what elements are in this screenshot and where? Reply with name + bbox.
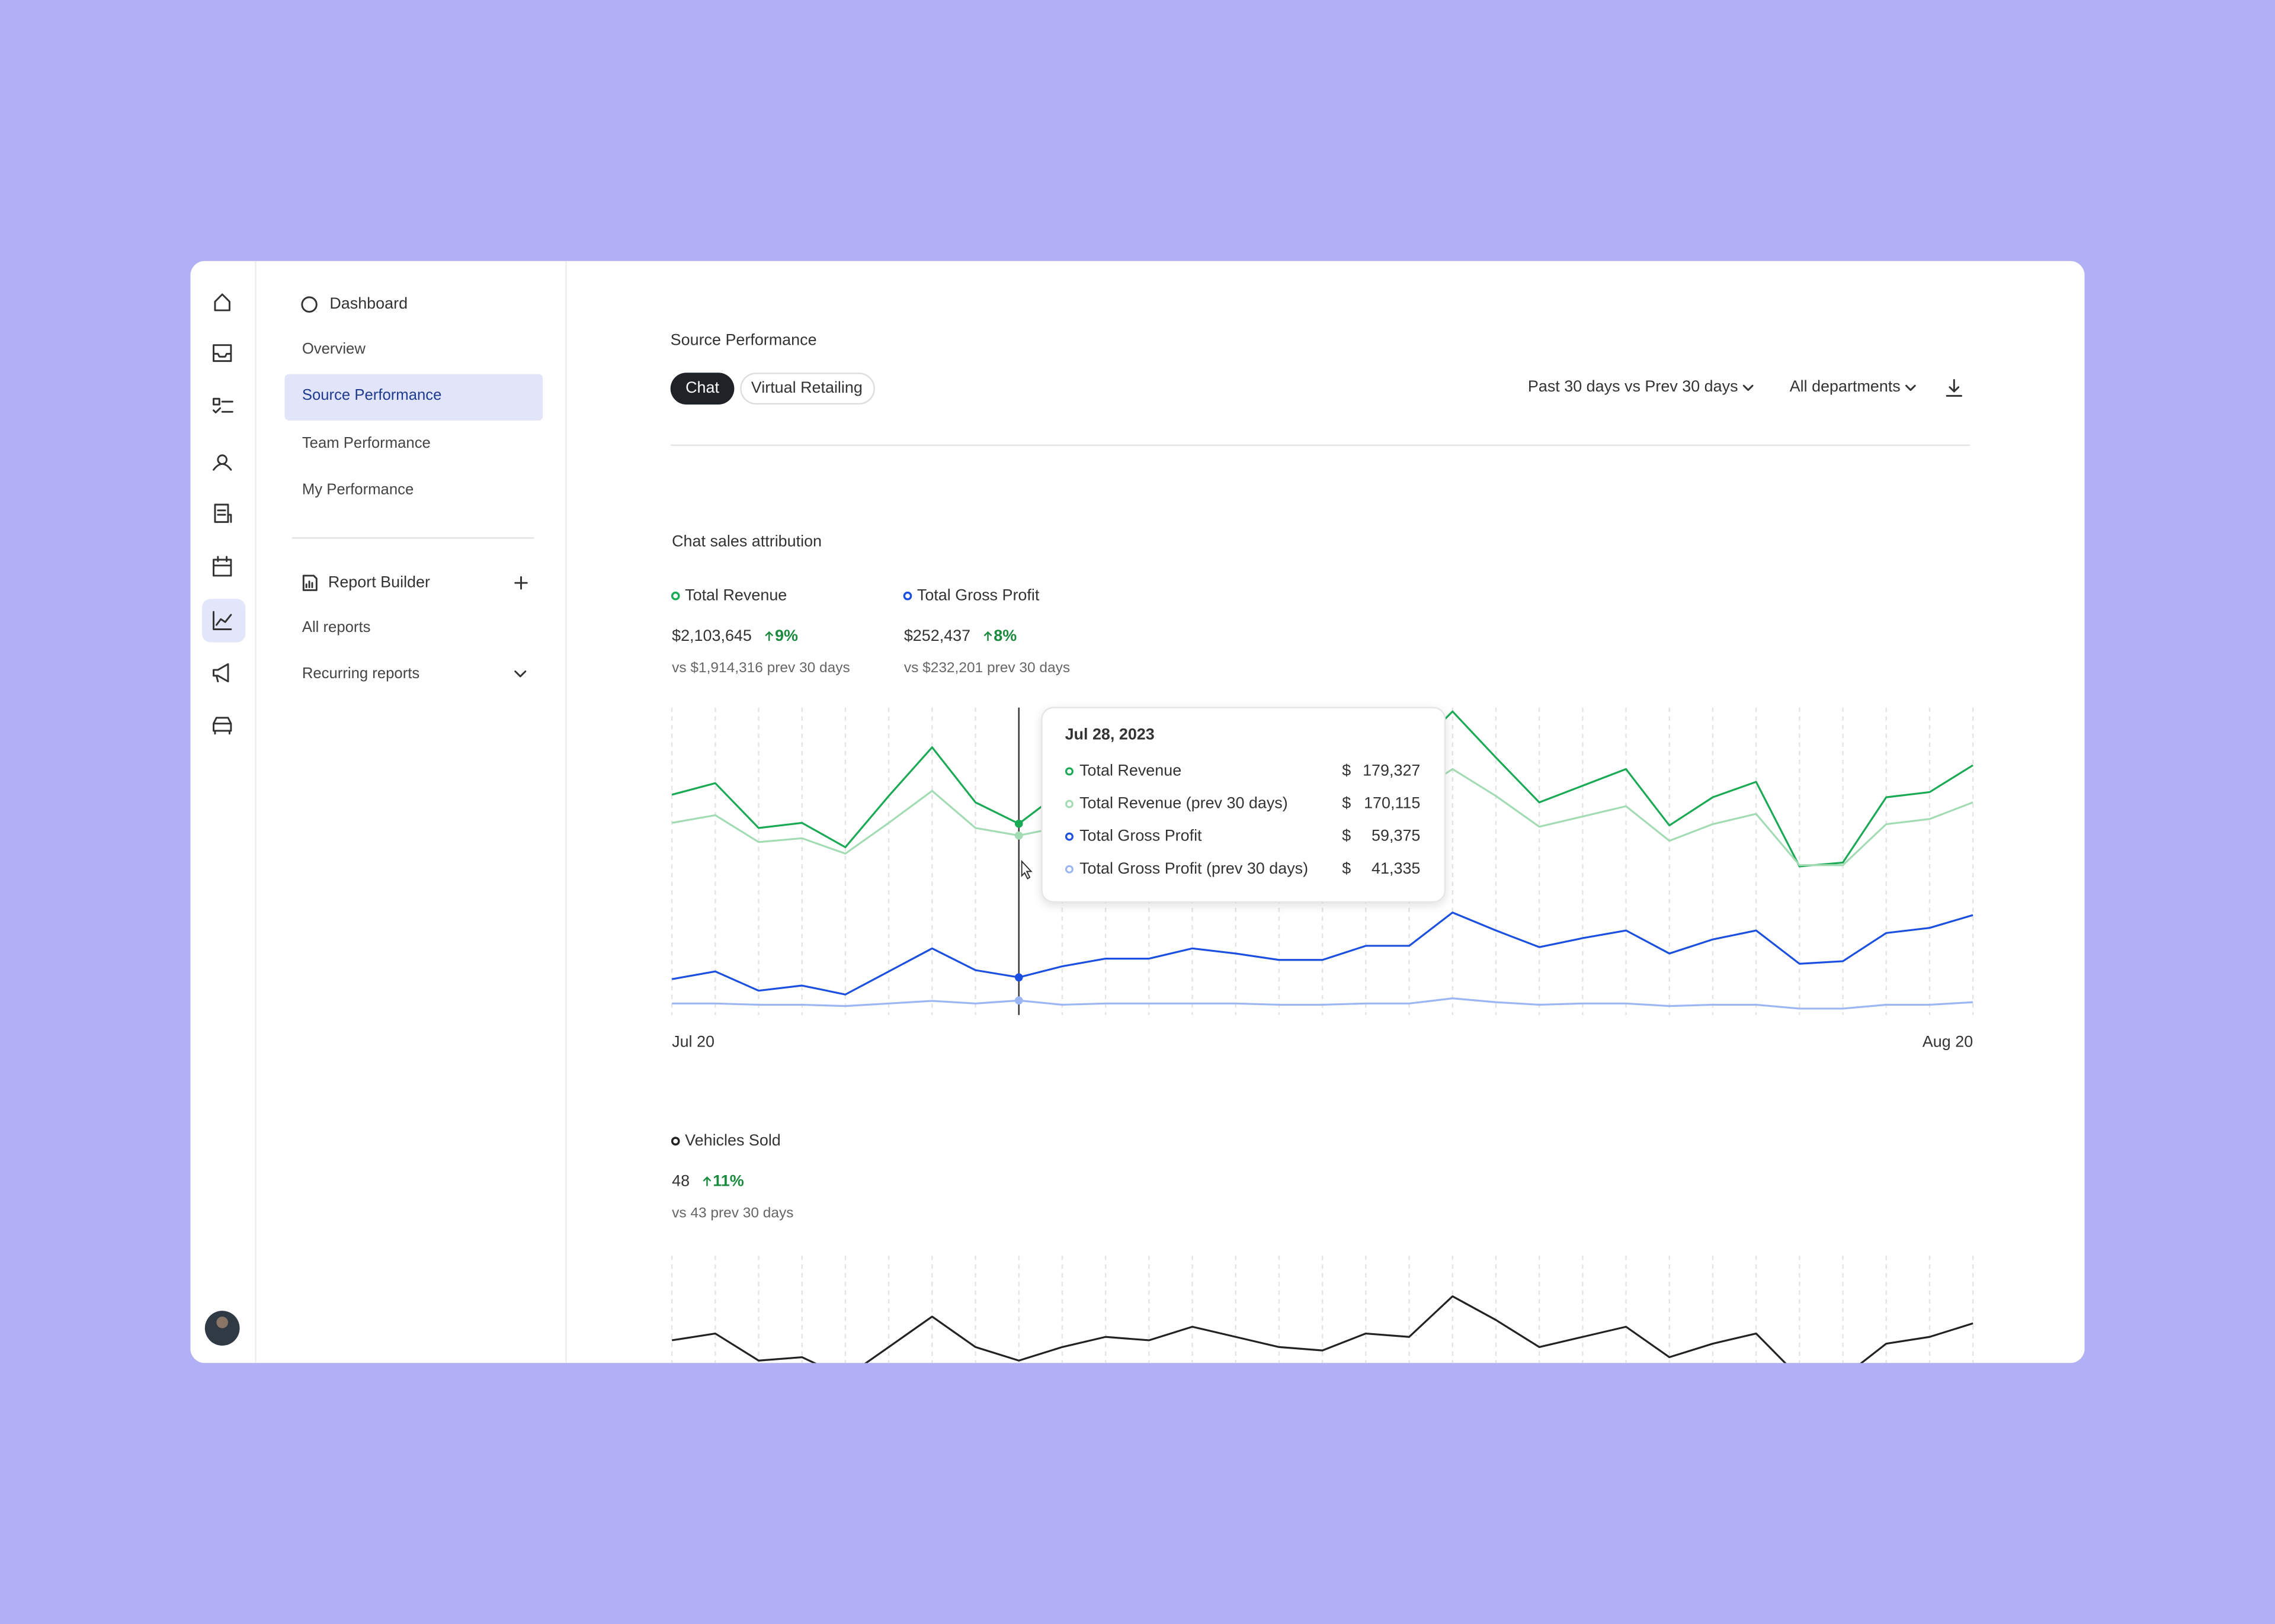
nav-item[interactable]: My Performance — [302, 481, 414, 498]
tasks-icon[interactable] — [213, 397, 233, 413]
contacts-icon[interactable] — [213, 454, 232, 471]
active-nav-bg — [284, 374, 543, 421]
tooltip-currency: $ — [1342, 859, 1351, 877]
cursor — [1021, 859, 1033, 880]
nav-heading[interactable]: Dashboard — [329, 294, 408, 312]
tooltip-marker — [1065, 767, 1074, 776]
tab[interactable] — [740, 373, 875, 405]
hover-point — [1014, 973, 1023, 982]
campaign-icon[interactable] — [213, 663, 229, 683]
legend-marker — [903, 591, 912, 601]
x-tick-label: Jul 20 — [672, 1032, 714, 1050]
tab-label: Virtual Retailing — [751, 378, 863, 396]
report-builder-icon — [302, 575, 318, 591]
app-window: Dashboard Overview Source Performance Te… — [190, 261, 2085, 1363]
change-arrow — [703, 1176, 712, 1186]
legend-marker — [671, 591, 680, 601]
tooltip-date: Jul 28, 2023 — [1065, 725, 1155, 743]
metric-comparison: vs 43 prev 30 days — [672, 1205, 793, 1221]
series-line — [671, 912, 1973, 996]
metric-comparison: vs $1,914,316 prev 30 days — [672, 660, 850, 676]
x-tick-label: Aug 20 — [1922, 1032, 1973, 1050]
change-arrow — [983, 631, 992, 641]
nav-item[interactable]: Team Performance — [302, 435, 431, 451]
home-icon[interactable] — [214, 293, 230, 312]
download-button[interactable] — [1946, 378, 1963, 397]
nav-item[interactable]: Recurring reports — [302, 665, 419, 682]
expand-chevron[interactable] — [514, 670, 527, 678]
nav-item[interactable]: All reports — [302, 619, 371, 636]
page-title: Source Performance — [671, 330, 817, 348]
analytics-icon[interactable] — [213, 611, 232, 630]
nav-heading[interactable]: Report Builder — [328, 573, 430, 590]
metric-change: 11% — [713, 1172, 744, 1189]
hover-point — [1014, 831, 1023, 840]
inbox-icon[interactable] — [213, 344, 232, 362]
nav-item[interactable]: Overview — [302, 341, 366, 357]
tooltip-currency: $ — [1342, 794, 1351, 812]
metric-change: 8% — [994, 627, 1017, 644]
avatar-face — [216, 1316, 228, 1328]
vehicle-icon[interactable] — [213, 717, 232, 735]
metric-name: Total Revenue — [685, 586, 787, 604]
filter-chevron — [1742, 384, 1754, 391]
tooltip-series: Total Revenue (prev 30 days) — [1079, 794, 1288, 812]
hover-point — [1014, 819, 1023, 828]
tooltip-value: 41,335 — [1372, 859, 1420, 877]
avatar[interactable] — [204, 1311, 240, 1346]
metric-value: $2,103,645 — [672, 627, 752, 644]
metric-comparison: vs $232,201 prev 30 days — [904, 660, 1070, 676]
tab-label: Chat — [685, 378, 719, 396]
header: Source Performance Chat Virtual Retailin… — [671, 330, 1970, 550]
tooltip-value: 170,115 — [1364, 794, 1420, 812]
metric-value: 48 — [672, 1172, 690, 1189]
tooltip-marker — [1065, 865, 1074, 874]
tooltip-currency: $ — [1342, 762, 1351, 779]
tooltip-marker — [1065, 800, 1074, 808]
filter-chevron — [1905, 384, 1916, 391]
tooltip-value: 59,375 — [1372, 827, 1420, 845]
reports-icon[interactable] — [214, 503, 232, 523]
tooltip-series: Total Gross Profit (prev 30 days) — [1079, 859, 1308, 877]
metric-name: Vehicles Sold — [685, 1131, 781, 1149]
tooltip — [1041, 707, 1446, 903]
dashboard-icon — [301, 296, 318, 313]
change-arrow — [765, 631, 774, 641]
tooltip-series: Total Revenue — [1079, 762, 1181, 779]
side-nav: Dashboard Overview Source Performance Te… — [284, 294, 543, 682]
tooltip-marker — [1065, 832, 1074, 841]
metric-value: $252,437 — [904, 627, 970, 644]
section-title: Chat sales attribution — [672, 532, 822, 550]
calendar-icon[interactable] — [213, 556, 232, 577]
tooltip-series: Total Gross Profit — [1079, 827, 1202, 845]
icon-rail — [201, 293, 246, 1346]
legend-marker — [671, 1137, 680, 1146]
series-line — [671, 1295, 1973, 1363]
metric-name: Total Gross Profit — [917, 586, 1040, 604]
tooltip-currency: $ — [1342, 827, 1351, 845]
series-line — [672, 997, 1973, 1010]
department-filter[interactable]: All departments — [1790, 377, 1901, 395]
date-filter[interactable]: Past 30 days vs Prev 30 days — [1528, 377, 1738, 395]
add-report-button[interactable] — [514, 576, 528, 590]
tooltip-value: 179,327 — [1363, 762, 1420, 779]
hover-point — [1014, 996, 1023, 1005]
content: Total Revenue $2,103,645 9% vs $1,914,316 p… — [671, 586, 1974, 1363]
tab-active[interactable] — [670, 373, 735, 405]
metric-change: 9% — [775, 627, 798, 644]
nav-item-active[interactable]: Source Performance — [302, 387, 442, 403]
